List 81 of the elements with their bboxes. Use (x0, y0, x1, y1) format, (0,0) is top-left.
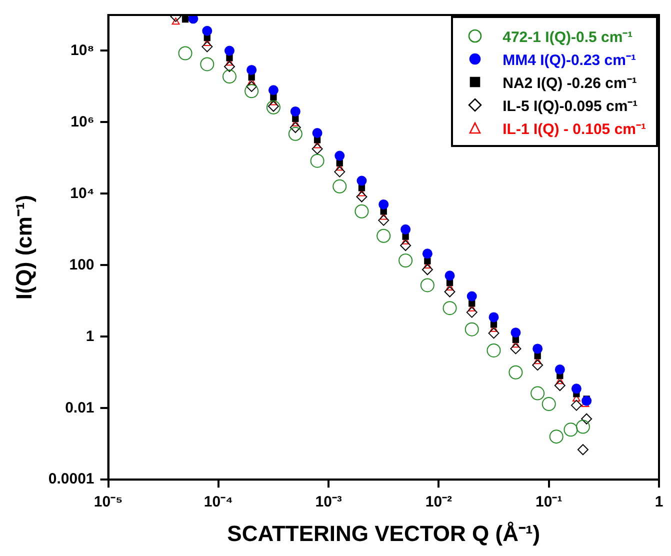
point (334, 150, 345, 161)
point (402, 233, 409, 240)
point (376, 228, 391, 243)
point (270, 94, 277, 101)
point (336, 160, 343, 166)
point (312, 128, 322, 138)
x-tick-label: 10⁻² (425, 494, 452, 511)
y-tick-label: 10⁶ (70, 113, 94, 130)
point (508, 365, 523, 380)
point (510, 328, 521, 338)
point (444, 270, 455, 281)
point (510, 343, 522, 354)
point (200, 57, 214, 72)
point (530, 386, 545, 400)
legend-label: NA2 I(Q) -0.26 cm⁻¹ (502, 74, 637, 92)
point (358, 184, 366, 192)
point (290, 122, 301, 134)
point (444, 286, 456, 298)
y-tick-label: 100 (69, 256, 94, 274)
point (424, 258, 431, 264)
point (246, 80, 258, 92)
point (422, 248, 432, 259)
point (246, 64, 257, 75)
point (312, 143, 323, 154)
point (288, 126, 302, 141)
point (398, 254, 413, 268)
x-axis-title: SCATTERING VECTOR Q (Å⁻¹) (227, 520, 540, 546)
point (420, 278, 434, 292)
point (202, 26, 212, 36)
point (202, 41, 213, 52)
point (334, 166, 346, 178)
point (400, 224, 411, 234)
point (224, 61, 235, 72)
x-tick-label: 10⁻¹ (536, 494, 562, 511)
point (292, 115, 299, 122)
point (226, 54, 233, 62)
point (466, 291, 477, 302)
point (290, 106, 300, 116)
legend-label: IL-5 I(Q)-0.095 cm⁻¹ (502, 96, 638, 114)
point (488, 312, 499, 322)
point (532, 344, 543, 354)
point (468, 300, 476, 307)
legend-label: IL-1 I(Q) - 0.105 cm⁻¹ (502, 120, 646, 138)
point (268, 85, 278, 96)
y-axis-title: I(Q) (cm⁻¹) (11, 194, 36, 300)
point (554, 380, 566, 391)
x-tick-label: 10⁻⁴ (204, 494, 233, 511)
point (378, 214, 390, 226)
point (378, 199, 389, 210)
x-tick-label: 10⁻⁵ (94, 494, 123, 511)
point (356, 191, 368, 202)
point (224, 46, 234, 56)
legend-label: MM4 I(Q)-0.23 cm⁻¹ (502, 50, 636, 68)
point (486, 343, 501, 358)
point (222, 70, 236, 84)
y-tick-label: 10⁴ (70, 184, 94, 202)
y-tick-label: 0.01 (65, 399, 94, 416)
legend-label: 472-1 I(Q)-0.5 cm⁻¹ (502, 28, 633, 46)
y-tick-label: 10⁸ (70, 42, 94, 59)
point (182, 16, 189, 23)
point (266, 100, 280, 114)
x-tick-label: 1 (654, 494, 664, 511)
point (488, 328, 500, 339)
point (442, 301, 457, 316)
point (248, 74, 255, 81)
point (178, 46, 192, 60)
point (310, 154, 324, 168)
point (400, 240, 412, 252)
point (466, 306, 478, 318)
point (244, 84, 259, 98)
point (268, 100, 279, 112)
point (554, 364, 565, 375)
point (332, 179, 347, 194)
point (464, 322, 479, 336)
y-tick-label: 1 (86, 328, 94, 345)
point (532, 360, 544, 371)
y-tick-label: 0.0001 (48, 470, 94, 488)
point (354, 204, 369, 218)
x-tick-label: 10⁻³ (315, 494, 342, 511)
point (356, 176, 367, 186)
point (422, 264, 433, 276)
